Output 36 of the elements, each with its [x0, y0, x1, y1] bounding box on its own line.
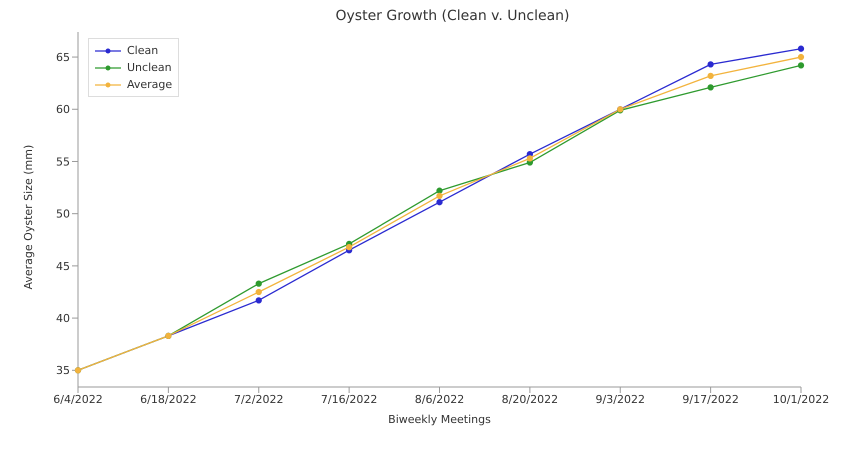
- y-axis-title: Average Oyster Size (mm): [22, 144, 35, 290]
- x-tick-label: 9/3/2022: [596, 392, 645, 406]
- point: [256, 288, 262, 296]
- legend-label: Unclean: [127, 61, 172, 74]
- x-tick-label: 8/20/2022: [502, 392, 558, 406]
- point: [798, 62, 804, 69]
- x-tick-label: 9/17/2022: [682, 392, 739, 406]
- point: [798, 54, 804, 60]
- x-tick-label: 7/2/2022: [234, 392, 284, 406]
- y-tick-label: 55: [56, 155, 70, 168]
- x-tick-label: 7/16/2022: [320, 392, 378, 406]
- y-tick-label: 50: [56, 208, 70, 221]
- point: [436, 192, 443, 200]
- point: [436, 199, 443, 206]
- x-tick-label: 10/1/2022: [772, 392, 830, 406]
- point: [256, 297, 262, 304]
- point: [707, 84, 714, 90]
- x-tick-label: 6/4/2022: [53, 392, 103, 406]
- point: [707, 61, 714, 68]
- x-tick-label: 6/18/2022: [140, 392, 197, 406]
- y-tick-label: 65: [56, 50, 70, 64]
- point: [707, 72, 714, 80]
- x-axis-title: Biweekly Meetings: [388, 413, 492, 426]
- legend-label: Average: [127, 78, 172, 91]
- chart-title: Oyster Growth (Clean v. Unclean): [334, 8, 570, 26]
- y-tick-label: 40: [56, 312, 70, 325]
- point: [798, 46, 804, 52]
- legend-label: Clean: [127, 44, 158, 57]
- y-tick-label: 60: [56, 103, 70, 116]
- point: [256, 280, 262, 287]
- x-tick-label: 8/6/2022: [414, 392, 464, 406]
- point: [436, 188, 443, 194]
- point: [526, 155, 534, 162]
- y-tick-label: 35: [56, 364, 70, 378]
- y-tick-label: 45: [56, 260, 70, 273]
- point: [346, 244, 352, 250]
